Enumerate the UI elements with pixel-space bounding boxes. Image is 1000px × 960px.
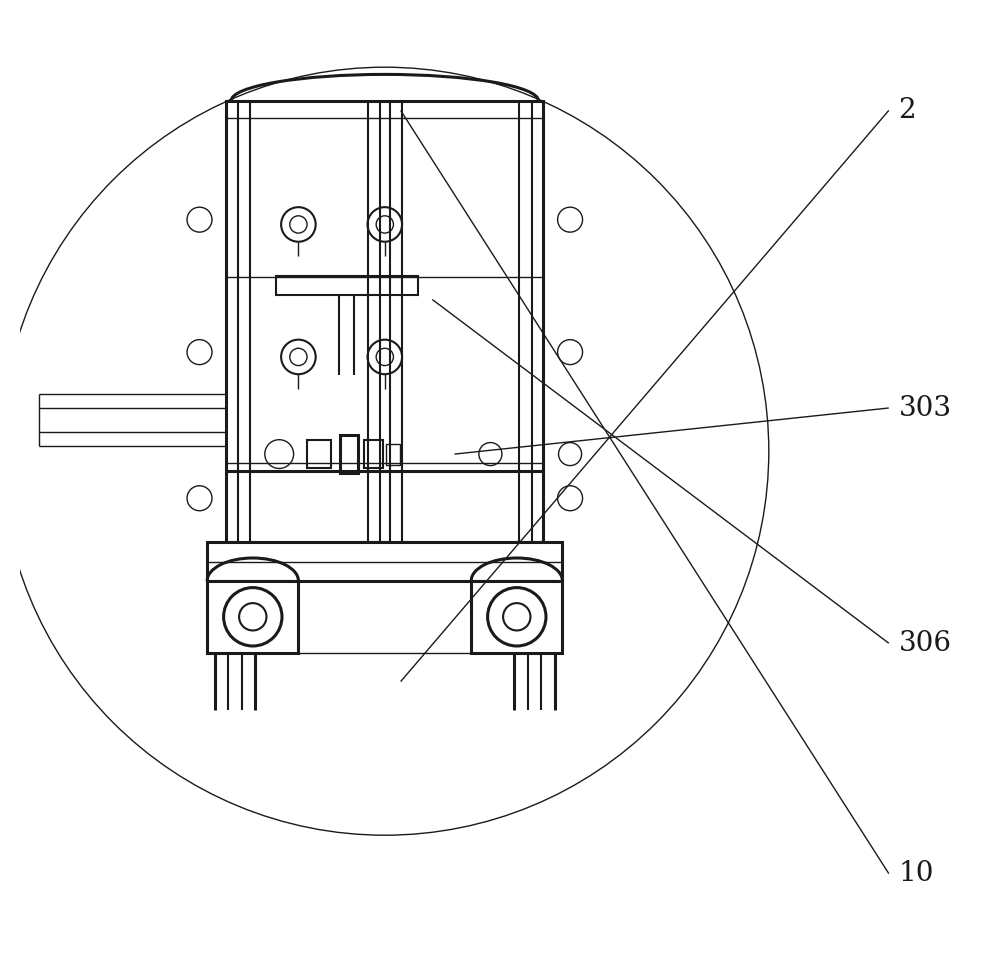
Bar (307, 440, 331, 468)
Bar (364, 440, 383, 468)
Bar (471, 581, 562, 653)
Text: 303: 303 (898, 395, 951, 421)
Bar (226, 101, 543, 542)
Bar (276, 276, 418, 295)
Text: 2: 2 (898, 97, 916, 124)
Text: 306: 306 (898, 630, 951, 657)
Text: 10: 10 (898, 860, 934, 887)
Bar (386, 444, 400, 465)
Bar (340, 435, 358, 473)
Bar (207, 542, 562, 581)
Bar (207, 581, 298, 653)
